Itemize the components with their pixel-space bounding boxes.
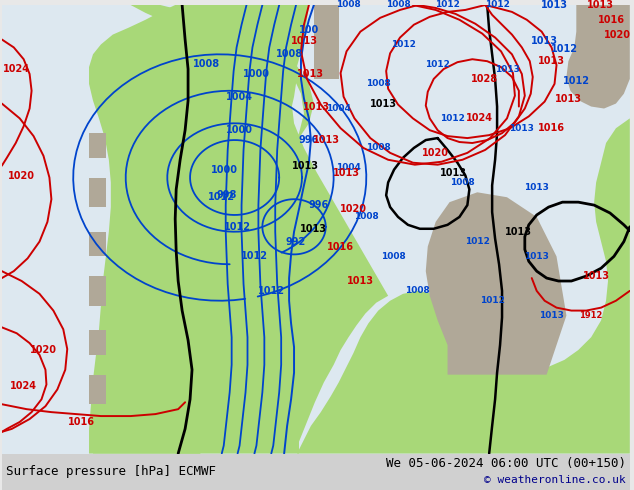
Text: 996: 996: [309, 200, 329, 210]
Text: 1013: 1013: [297, 69, 325, 79]
Text: 1020: 1020: [30, 345, 57, 355]
Text: 1013: 1013: [524, 252, 549, 261]
Text: 1028: 1028: [470, 74, 498, 84]
Text: 1013: 1013: [555, 94, 582, 104]
Text: 1020: 1020: [8, 171, 35, 180]
Text: 1013: 1013: [313, 135, 340, 145]
Text: 1012: 1012: [563, 76, 590, 86]
Text: 1020: 1020: [340, 204, 367, 214]
Text: 1008: 1008: [276, 49, 302, 59]
Polygon shape: [566, 5, 630, 108]
Text: 1012: 1012: [440, 114, 465, 123]
Text: 1000: 1000: [243, 69, 270, 79]
Text: 1013: 1013: [524, 183, 549, 192]
Text: © weatheronline.co.uk: © weatheronline.co.uk: [484, 475, 626, 485]
Text: 1012: 1012: [484, 0, 510, 9]
Text: 1008: 1008: [354, 213, 378, 221]
Text: 1013: 1013: [301, 224, 327, 234]
Polygon shape: [93, 5, 314, 454]
Polygon shape: [314, 5, 339, 79]
Text: 1013: 1013: [531, 36, 558, 47]
Text: 1013: 1013: [495, 65, 519, 74]
Text: 1008: 1008: [366, 79, 391, 88]
Text: 1000: 1000: [211, 165, 238, 174]
Text: 1024: 1024: [3, 64, 30, 74]
Text: 1024: 1024: [10, 382, 37, 392]
Text: 1024: 1024: [466, 113, 493, 123]
Text: 1012: 1012: [224, 222, 251, 232]
Text: 1012: 1012: [425, 60, 450, 69]
Bar: [2, 454, 630, 490]
Text: 1008: 1008: [385, 0, 410, 9]
Text: 996: 996: [299, 135, 319, 145]
Text: 1012: 1012: [551, 45, 578, 54]
Text: 1013: 1013: [440, 168, 467, 177]
Text: 1004: 1004: [336, 163, 361, 172]
Text: 1013: 1013: [290, 36, 318, 47]
Text: 1013: 1013: [505, 227, 533, 237]
Text: 1008: 1008: [193, 59, 221, 69]
Polygon shape: [89, 330, 106, 355]
Text: 1912: 1912: [579, 311, 603, 320]
Text: 1013: 1013: [583, 271, 610, 281]
Text: 1012: 1012: [480, 296, 505, 305]
Text: 100: 100: [299, 24, 319, 35]
Polygon shape: [297, 5, 630, 454]
Text: 992: 992: [286, 237, 306, 246]
Text: We 05-06-2024 06:00 UTC (00+150): We 05-06-2024 06:00 UTC (00+150): [386, 457, 626, 470]
Polygon shape: [89, 232, 106, 256]
Polygon shape: [89, 5, 388, 454]
Text: 1016: 1016: [538, 123, 565, 133]
Text: 1013: 1013: [538, 56, 565, 66]
Text: 1016: 1016: [327, 242, 354, 251]
Text: 1013: 1013: [539, 311, 564, 320]
Polygon shape: [89, 133, 106, 158]
Text: 1013: 1013: [292, 161, 318, 171]
Text: 1013: 1013: [333, 168, 360, 177]
Text: 1004: 1004: [226, 92, 253, 102]
Text: 1016: 1016: [68, 417, 94, 427]
Text: 1008: 1008: [450, 178, 475, 187]
Text: 1020: 1020: [604, 29, 631, 40]
Polygon shape: [89, 375, 106, 404]
Text: 1012: 1012: [435, 0, 460, 9]
Text: 1016: 1016: [597, 15, 624, 25]
Text: 1012: 1012: [465, 237, 489, 246]
Text: 1013: 1013: [509, 123, 534, 133]
Text: 1000: 1000: [226, 125, 253, 135]
Text: 1012: 1012: [208, 192, 235, 202]
Text: 1008: 1008: [366, 144, 391, 152]
Text: 1012: 1012: [241, 251, 268, 261]
Text: 1008: 1008: [380, 252, 406, 261]
Text: 1013: 1013: [370, 98, 397, 109]
Text: 1013: 1013: [303, 101, 330, 112]
Polygon shape: [426, 192, 566, 375]
Text: 1008: 1008: [406, 286, 430, 295]
Text: 1012: 1012: [258, 286, 285, 296]
Polygon shape: [89, 276, 106, 306]
Text: 1013: 1013: [347, 276, 374, 286]
Text: Surface pressure [hPa] ECMWF: Surface pressure [hPa] ECMWF: [6, 466, 216, 478]
Polygon shape: [175, 5, 297, 454]
Text: 1013: 1013: [541, 0, 568, 10]
Text: 1020: 1020: [422, 148, 449, 158]
Text: 1013: 1013: [586, 0, 614, 10]
Text: 1004: 1004: [326, 104, 351, 113]
Polygon shape: [89, 177, 106, 207]
Text: 1012: 1012: [391, 40, 415, 49]
Text: 1008: 1008: [336, 0, 361, 9]
Text: 998: 998: [217, 190, 237, 200]
